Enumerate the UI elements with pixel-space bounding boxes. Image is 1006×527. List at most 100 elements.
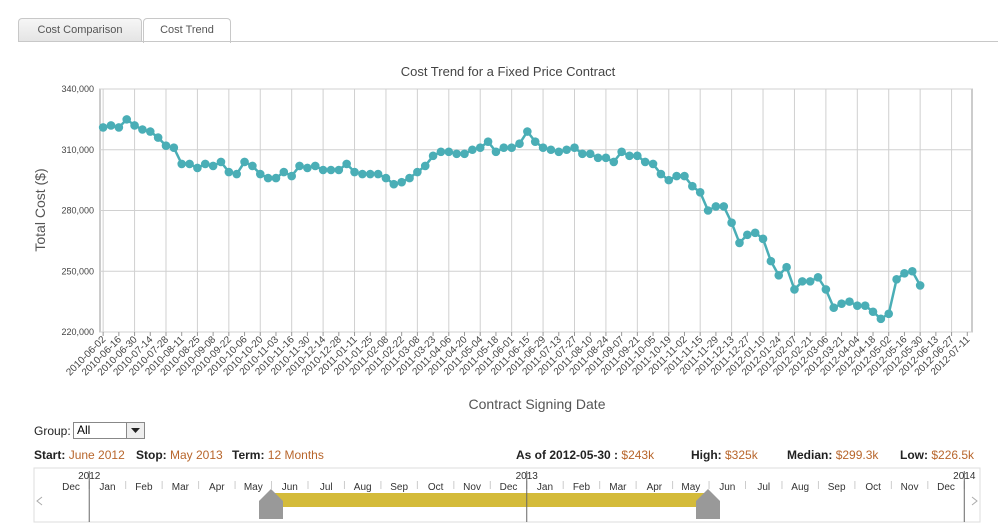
timeline[interactable]: Dec Jan Feb Mar Apr May Jun Jul Aug Sep Oct Nov Dec J… xyxy=(0,467,1006,527)
y-tick-label: 310,000 xyxy=(61,145,94,155)
point xyxy=(271,173,281,183)
point xyxy=(310,161,320,171)
scroll-left[interactable] xyxy=(36,496,43,506)
panel xyxy=(18,41,998,527)
point xyxy=(593,153,603,163)
point xyxy=(530,137,540,146)
point xyxy=(805,277,815,286)
point xyxy=(444,147,454,157)
range-handle[interactable] xyxy=(259,489,283,519)
point xyxy=(460,149,469,159)
as-of-label: As of xyxy=(516,448,546,462)
point xyxy=(122,115,132,124)
point xyxy=(185,159,194,169)
point xyxy=(538,143,548,153)
month-label: Sep xyxy=(828,482,846,493)
scroll-right[interactable] xyxy=(971,496,978,506)
point xyxy=(868,307,878,317)
point xyxy=(428,151,438,161)
point xyxy=(523,127,532,136)
point xyxy=(900,268,909,278)
point xyxy=(546,145,556,155)
month-label: Jul xyxy=(757,482,770,493)
point xyxy=(389,179,399,189)
point xyxy=(625,151,634,161)
month-label: Mar xyxy=(609,482,627,493)
point xyxy=(735,238,744,248)
month-label: Apr xyxy=(647,482,663,493)
point xyxy=(609,157,619,167)
point xyxy=(554,147,564,157)
y-tick-label: 280,000 xyxy=(61,206,94,216)
month-label: Feb xyxy=(135,482,153,493)
point xyxy=(727,218,736,227)
point xyxy=(672,171,681,181)
low-label: Low: xyxy=(900,448,928,462)
point xyxy=(193,163,202,173)
point xyxy=(821,285,831,294)
select-arrow[interactable] xyxy=(126,423,144,438)
point xyxy=(303,163,312,173)
year-label: 2014 xyxy=(953,471,976,482)
point xyxy=(475,143,485,153)
range-handle[interactable] xyxy=(696,489,720,519)
year-label: 2012 xyxy=(78,471,101,482)
point xyxy=(695,187,705,197)
start-label: Start: xyxy=(34,448,66,462)
point xyxy=(664,175,674,185)
selected-range[interactable] xyxy=(271,493,708,507)
point xyxy=(318,165,328,175)
point xyxy=(853,301,862,310)
point xyxy=(177,159,187,169)
point xyxy=(365,169,375,179)
point xyxy=(892,275,901,284)
group-select[interactable]: All xyxy=(73,422,145,439)
stop-label: Stop: xyxy=(136,448,167,462)
month-label: Jan xyxy=(99,482,115,493)
point xyxy=(263,173,273,183)
point xyxy=(436,147,446,157)
month-label: Nov xyxy=(463,482,481,493)
point xyxy=(656,169,666,179)
month-label: Jun xyxy=(282,482,298,493)
point xyxy=(295,161,304,171)
point xyxy=(161,141,171,150)
point xyxy=(114,123,124,132)
month-label: Dec xyxy=(62,482,80,493)
point xyxy=(499,143,509,153)
month-label: Oct xyxy=(428,482,444,493)
point xyxy=(169,143,179,153)
chart-title: Cost Trend for a Fixed Price Contract xyxy=(401,64,616,79)
point xyxy=(216,157,226,167)
month-label: Oct xyxy=(865,482,881,493)
point xyxy=(750,228,760,238)
point xyxy=(491,147,501,157)
point xyxy=(98,123,108,132)
point xyxy=(106,121,116,130)
month-label: Nov xyxy=(901,482,919,493)
point xyxy=(397,177,406,187)
term-label: Term: xyxy=(232,448,265,462)
y-tick-label: 220,000 xyxy=(61,327,94,337)
high-value: $325k xyxy=(725,448,758,462)
month-label: Apr xyxy=(209,482,225,493)
point xyxy=(358,169,367,179)
point xyxy=(255,169,265,179)
as-of-date: 2012-05-30 : xyxy=(549,448,619,462)
y-tick-label: 250,000 xyxy=(61,266,94,276)
point xyxy=(688,181,697,191)
point xyxy=(640,157,650,167)
tab[interactable]: Cost Comparison xyxy=(18,18,142,42)
month-label: Sep xyxy=(390,482,408,493)
point xyxy=(884,309,894,319)
month-label: Feb xyxy=(573,482,591,493)
point xyxy=(145,127,155,136)
point xyxy=(208,161,218,171)
point xyxy=(405,173,414,183)
stop-value: May 2013 xyxy=(170,448,223,462)
point xyxy=(585,149,595,159)
point xyxy=(601,153,611,163)
tab-active[interactable]: Cost Trend xyxy=(143,18,231,43)
month-label: May xyxy=(681,482,700,493)
